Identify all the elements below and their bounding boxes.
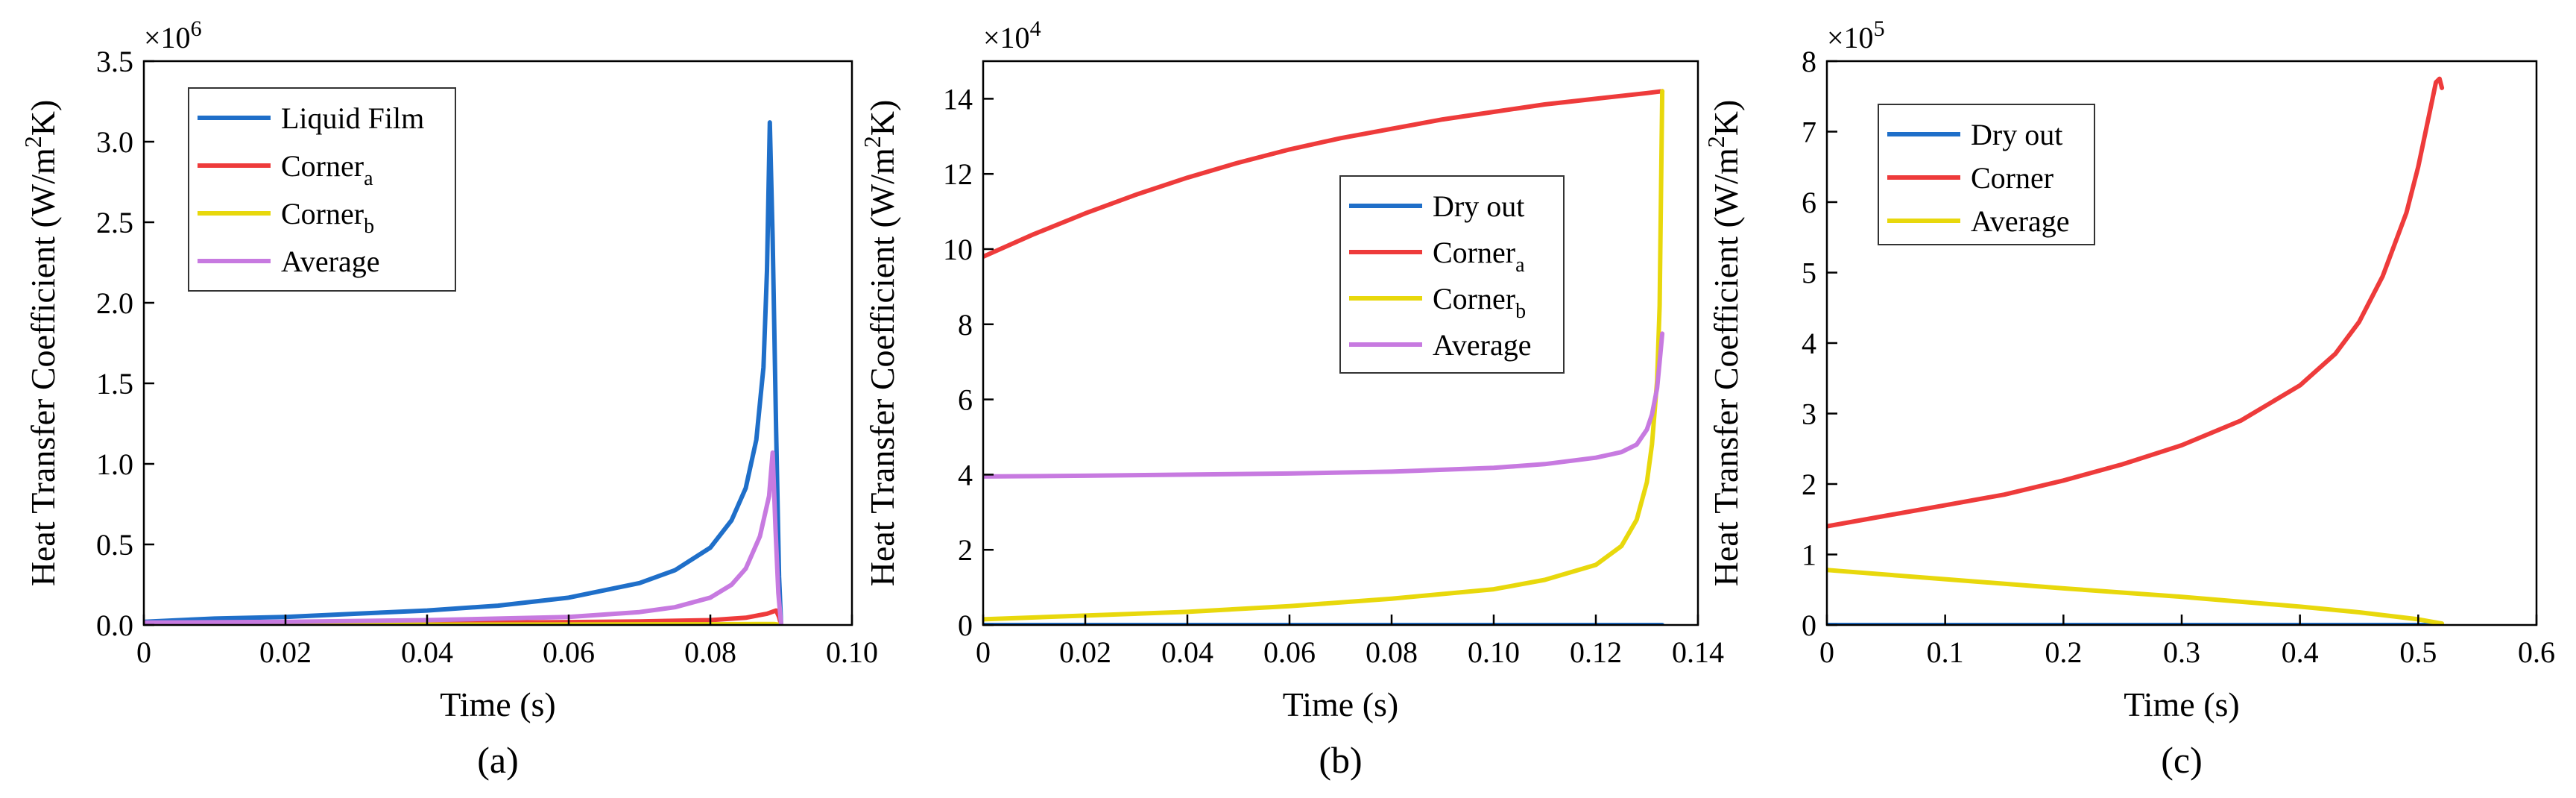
x-tick-label: 0	[136, 635, 151, 669]
legend-label: Liquid Film	[281, 101, 424, 135]
panel-label: (a)	[477, 739, 519, 781]
legend-box	[1339, 175, 1565, 374]
y-tick-label: 8	[1802, 45, 1816, 78]
x-tick-label: 0.10	[826, 635, 878, 669]
axes-frame	[982, 60, 1699, 626]
y-tick-label: 3.0	[96, 125, 133, 159]
x-tick-label: 0.02	[1059, 635, 1111, 669]
y-tick-label: 2	[958, 533, 973, 567]
legend-label: Dry out	[1433, 189, 1524, 223]
x-tick-label: 0.02	[259, 635, 312, 669]
x-tick-label: 0	[1819, 635, 1834, 669]
y-tick-label: 8	[958, 308, 973, 342]
y-tick-label: 0	[958, 609, 973, 642]
y-tick-label: 1.5	[96, 367, 133, 400]
y-tick-label: 14	[943, 82, 973, 116]
y-axis-title: Heat Transfer Coefficient (W/m2K)	[19, 100, 62, 587]
x-tick-label: 0	[976, 635, 991, 669]
y-tick-label: 7	[1802, 116, 1816, 149]
y-tick-label: 5	[1802, 257, 1816, 290]
y-multiplier: ×106	[144, 16, 202, 54]
legend-label: Corner	[1971, 161, 2053, 195]
y-tick-label: 0.0	[96, 609, 133, 642]
chart-panel-1: 0 0.02 0.04 0.06 0.08 0.10 0.0 0.5 1.0 1.5 2.0 2.5 3…	[19, 16, 878, 781]
y-tick-label: 1	[1802, 538, 1816, 572]
x-tick-label: 0.08	[684, 635, 736, 669]
legend-label: Average	[1971, 204, 2070, 238]
x-tick-label: 0.5	[2399, 635, 2437, 669]
y-axis-title: Heat Transfer Coefficient (W/m2K)	[859, 100, 901, 587]
legend: Liquid Film Cornera Cornerb Average	[188, 87, 456, 292]
x-tick-label: 0.04	[401, 635, 453, 669]
chart-panel-2: 0 0.02 0.04 0.06 0.08 0.10 0.12 0.14 0 2 4 6 8 10 12 14…	[859, 16, 1724, 781]
legend-label: Dry out	[1971, 118, 2062, 151]
y-axis-title: Heat Transfer Coefficient (W/m2K)	[1702, 100, 1745, 587]
x-tick-label: 0.2	[2045, 635, 2082, 669]
y-tick-label: 2.0	[96, 286, 133, 320]
y-multiplier: ×105	[1827, 16, 1885, 54]
series-line-4	[144, 450, 783, 625]
y-tick-label: 4	[1802, 327, 1816, 360]
x-tick-label: 0.10	[1468, 635, 1520, 669]
y-tick-label: 0	[1802, 609, 1816, 642]
y-tick-label: 4	[958, 458, 973, 491]
x-axis-title: Time (s)	[1283, 685, 1399, 723]
y-tick-label: 12	[943, 157, 973, 191]
x-axis-title: Time (s)	[440, 685, 556, 723]
legend-box	[188, 87, 456, 292]
legend-label: Cornera	[1433, 236, 1525, 277]
series-line-2	[1827, 76, 2445, 529]
series-line-3	[1827, 568, 2445, 625]
panel-label: (c)	[2161, 739, 2203, 781]
y-multiplier: ×104	[983, 16, 1041, 54]
x-tick-label: 0.1	[1927, 635, 1964, 669]
x-tick-label: 0.4	[2282, 635, 2319, 669]
axes-frame	[142, 60, 853, 626]
legend: Dry out Cornera Cornerb Average	[1339, 175, 1565, 374]
x-tick-label: 0.14	[1672, 635, 1724, 669]
x-tick-label: 0.06	[543, 635, 595, 669]
x-tick-label: 0.08	[1366, 635, 1418, 669]
x-tick-label: 0.06	[1263, 635, 1316, 669]
x-axis-title: Time (s)	[2124, 685, 2240, 723]
legend-label: Cornerb	[1433, 282, 1526, 323]
x-tick-label: 0.12	[1570, 635, 1622, 669]
y-tick-label: 10	[943, 233, 973, 266]
series-group	[983, 89, 1665, 625]
legend-label: Average	[1433, 328, 1532, 362]
legend: Dry out Corner Average	[1878, 104, 2095, 245]
series-line-4	[983, 331, 1665, 479]
y-tick-label: 2	[1802, 468, 1816, 501]
chart-panel-3: 0 0.1 0.2 0.3 0.4 0.5 0.6 0 1 2 3 4 5 6 7 8 ×105 Time (s)…	[1702, 16, 2555, 781]
legend-label: Cornerb	[281, 197, 374, 238]
y-tick-label: 3.5	[96, 45, 133, 78]
y-tick-label: 3	[1802, 398, 1816, 431]
x-tick-label: 0.6	[2518, 635, 2555, 669]
y-tick-label: 0.5	[96, 528, 133, 562]
y-tick-label: 1.0	[96, 447, 133, 481]
y-tick-label: 6	[1802, 186, 1816, 219]
x-tick-label: 0.04	[1161, 635, 1213, 669]
series-line-2	[983, 89, 1665, 260]
legend-label: Average	[281, 245, 380, 278]
series-group	[1827, 76, 2445, 625]
x-tick-label: 0.3	[2163, 635, 2200, 669]
legend-label: Cornera	[281, 149, 373, 190]
y-tick-label: 6	[958, 383, 973, 417]
series-line-1	[144, 120, 783, 625]
y-tick-label: 2.5	[96, 206, 133, 239]
panel-label: (b)	[1319, 739, 1362, 781]
